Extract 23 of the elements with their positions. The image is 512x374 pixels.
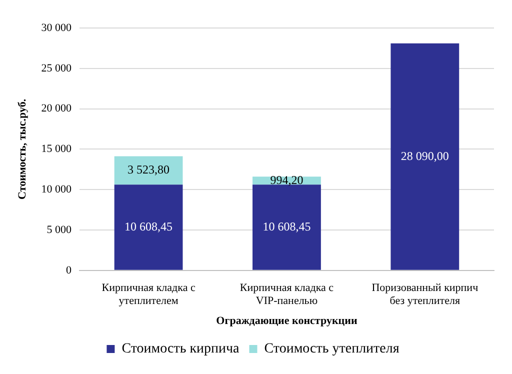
bar xyxy=(114,184,183,270)
data-label: 10 608,45 xyxy=(262,219,311,234)
bar xyxy=(252,184,321,270)
legend-label: Стоимость утеплителя xyxy=(264,342,400,357)
bar xyxy=(390,43,460,270)
x-tick-label: Поризованный кирпич без утеплителя xyxy=(372,282,479,308)
legend-label: Стоимость кирпича xyxy=(122,342,240,357)
y-tick-label: 30 000 xyxy=(41,22,72,34)
bar xyxy=(114,156,183,185)
data-label: 994,20 xyxy=(270,172,304,187)
data-label: 3 523,80 xyxy=(128,162,170,177)
data-label: 28 090,00 xyxy=(400,148,449,163)
x-tick-label: Кирпичная кладка с VIP-панелью xyxy=(240,282,334,308)
y-tick-label: 25 000 xyxy=(41,62,72,74)
y-tick-label: 5 000 xyxy=(46,224,72,236)
x-tick-label: Кирпичная кладка с утеплителем xyxy=(102,282,196,308)
y-axis-title: Стоимость, тыс.руб. xyxy=(16,98,28,200)
x-axis-title: Ограждающие конструкции xyxy=(216,315,358,328)
y-tick-label: 15 000 xyxy=(41,143,72,156)
y-tick-label: 20 000 xyxy=(41,102,72,115)
y-tick-label: 0 xyxy=(66,264,72,276)
y-tick-label: 10 000 xyxy=(41,183,72,196)
data-label: 10 608,45 xyxy=(124,219,173,234)
